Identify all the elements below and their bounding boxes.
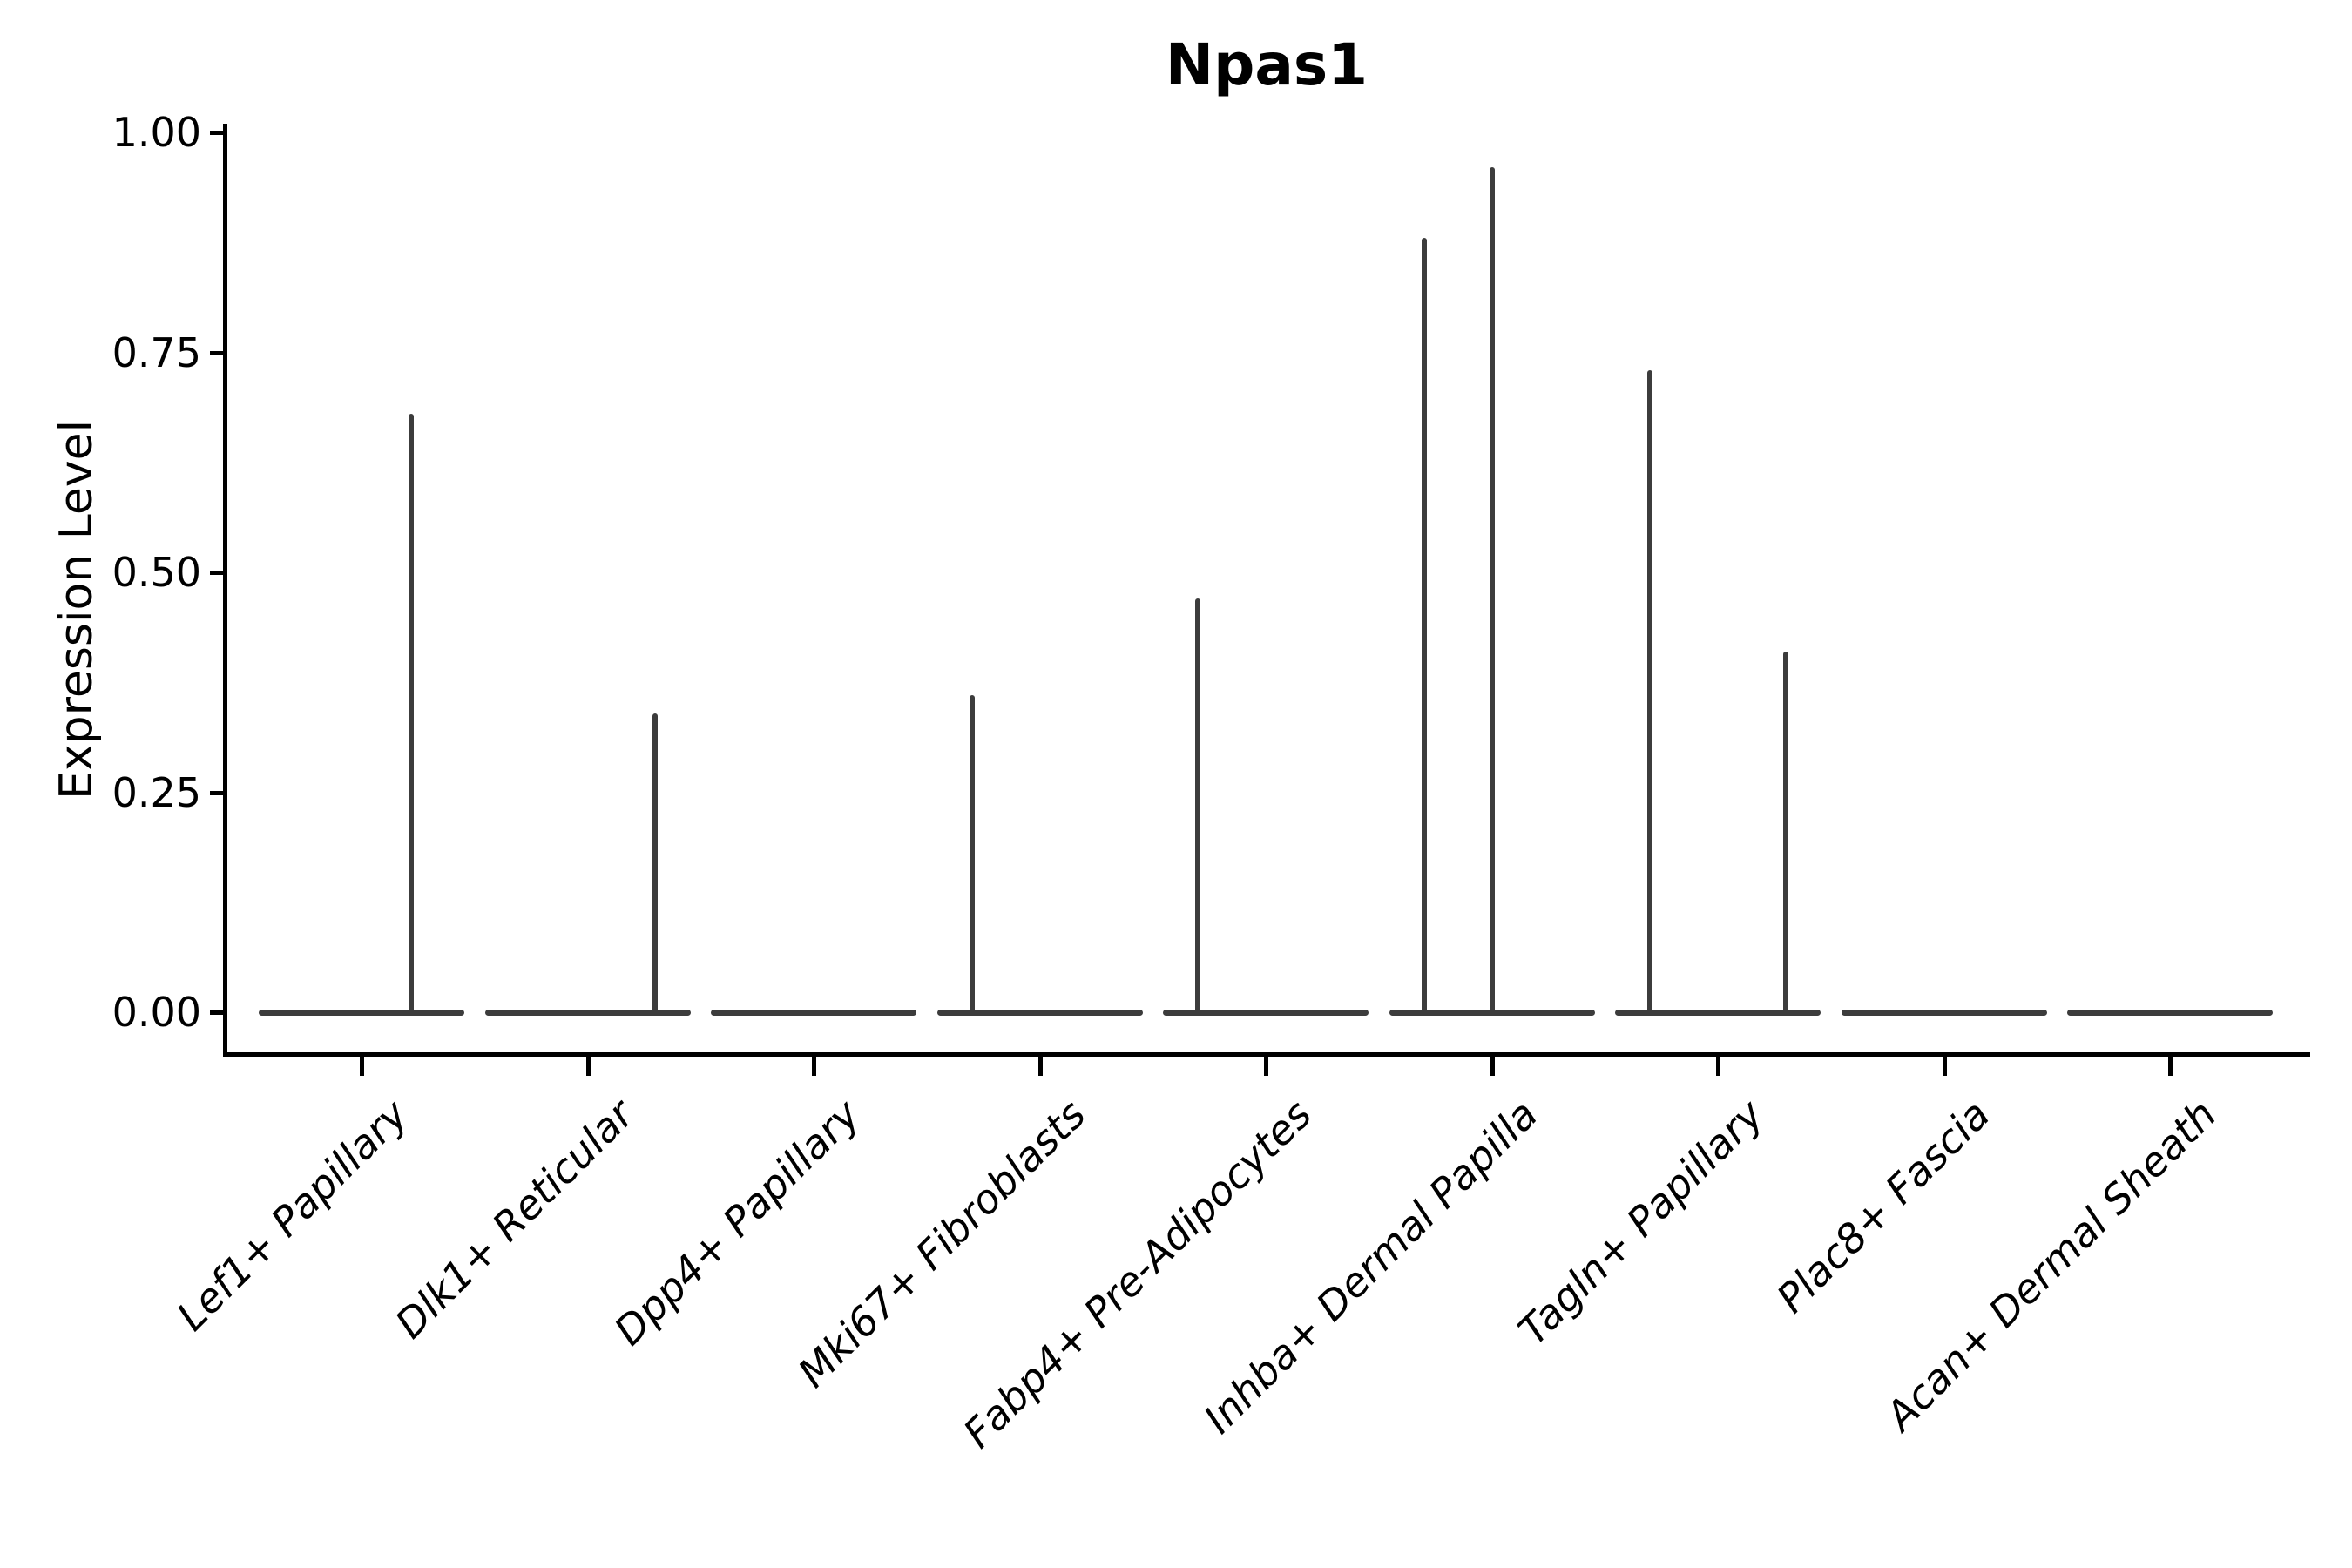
violin-baseline-7 xyxy=(1615,1010,1821,1016)
x-tick-mark xyxy=(1490,1057,1495,1076)
y-tick-label: 0.25 xyxy=(112,768,201,816)
violin-baseline-9 xyxy=(2067,1010,2273,1016)
y-tick-label: 0.75 xyxy=(112,328,201,376)
x-tick-mark xyxy=(2168,1057,2173,1076)
y-tick-label: 1.00 xyxy=(112,109,201,156)
violin-spike-2 xyxy=(652,713,659,1016)
x-tick-label: Lef1+ Papillary xyxy=(167,1091,417,1340)
y-tick-mark xyxy=(210,131,224,135)
violin-baseline-5 xyxy=(1163,1010,1369,1016)
violin-spike-7 xyxy=(1647,369,1653,1016)
violin-spike-7 xyxy=(1782,651,1788,1016)
x-tick-mark xyxy=(360,1057,364,1076)
violin-baseline-1 xyxy=(259,1010,464,1016)
y-axis-label: Expression Level xyxy=(51,419,103,801)
y-tick-mark xyxy=(210,1010,224,1015)
x-tick-mark xyxy=(1264,1057,1268,1076)
chart-title: Npas1 xyxy=(1165,31,1369,98)
x-tick-mark xyxy=(812,1057,816,1076)
y-tick-mark xyxy=(210,790,224,795)
y-axis-spine xyxy=(223,124,227,1057)
violin-baseline-4 xyxy=(936,1010,1143,1016)
violin-spike-6 xyxy=(1421,238,1427,1016)
violin-spike-4 xyxy=(969,695,975,1016)
violin-baseline-8 xyxy=(1841,1010,2047,1016)
x-tick-label: Dpp4+ Papillary xyxy=(605,1091,869,1355)
y-tick-mark xyxy=(210,350,224,355)
y-tick-label: 0.00 xyxy=(112,989,201,1036)
y-tick-label: 0.50 xyxy=(112,549,201,596)
x-tick-label: Dlk1+ Reticular xyxy=(386,1091,643,1348)
x-tick-label: Plac8+ Fascia xyxy=(1767,1091,1999,1322)
violin-baseline-2 xyxy=(484,1010,691,1016)
y-tick-mark xyxy=(210,571,224,575)
x-tick-label: Tagln+ Papillary xyxy=(1509,1091,1774,1355)
violin-spike-6 xyxy=(1489,167,1495,1016)
x-tick-mark xyxy=(1716,1057,1720,1076)
violin-spike-1 xyxy=(409,414,415,1016)
x-tick-mark xyxy=(1942,1057,1947,1076)
x-axis-spine xyxy=(223,1052,2310,1057)
x-tick-mark xyxy=(1037,1057,1043,1076)
x-tick-mark xyxy=(585,1057,591,1076)
violin-spike-5 xyxy=(1195,598,1201,1016)
violin-baseline-3 xyxy=(711,1010,916,1016)
